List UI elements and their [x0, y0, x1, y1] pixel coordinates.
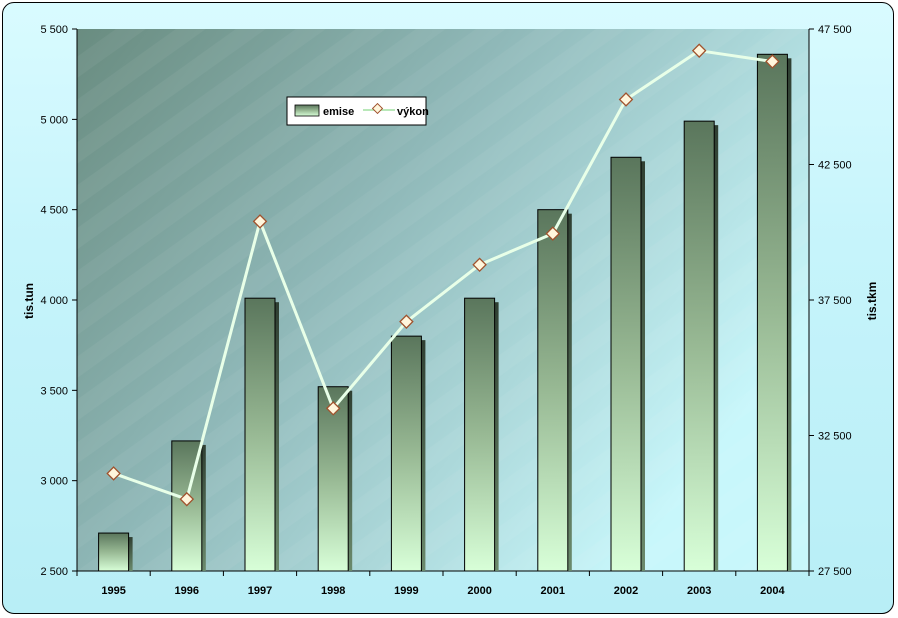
bar-emise-2000: [464, 297, 496, 572]
background-band: [3, 29, 146, 571]
background-band: [3, 29, 626, 571]
x-tick-label: 1995: [101, 585, 125, 597]
right-tick-label: 42 500: [818, 160, 852, 172]
x-tick-label: 1997: [248, 585, 272, 597]
legend-marker-vykon: [371, 102, 384, 115]
left-tick-label: 2 500: [40, 566, 68, 578]
bar-emise-2002: [610, 156, 642, 572]
background-band: [3, 29, 266, 571]
x-tick-label: 1999: [394, 585, 418, 597]
legend-label-vykon: výkon: [397, 106, 429, 118]
background-band: [3, 29, 206, 571]
x-tick-label: 2001: [541, 585, 565, 597]
x-tick-label: 2003: [687, 585, 711, 597]
point-vykon-1999: [399, 314, 414, 329]
bar-emise-1997: [244, 297, 276, 572]
point-vykon-2003: [691, 43, 707, 58]
left-tick-label: 5 000: [40, 114, 68, 126]
x-tick-label: 2004: [760, 585, 785, 597]
bar-series: [98, 53, 792, 572]
legend-label-emise: emise: [323, 106, 354, 118]
right-axis-ticks: 27 500 32 500 37 500 42 500 47 500: [809, 24, 852, 578]
point-vykon-1998: [325, 401, 341, 416]
background-band: [3, 29, 386, 571]
left-tick-label: 5 500: [40, 24, 68, 36]
bar-emise-2001: [537, 209, 569, 572]
legend-swatch-emise: [294, 104, 320, 117]
legend: emise výkon: [286, 96, 429, 126]
point-vykon-2004: [765, 54, 780, 69]
bar-emise-1999: [390, 335, 422, 572]
background-band: [3, 29, 746, 571]
point-vykon-1995: [106, 466, 121, 481]
background-band: [497, 29, 894, 571]
background-band: [3, 29, 686, 571]
left-axis-label: tis.tun: [22, 283, 36, 319]
x-tick-label: 1998: [321, 585, 345, 597]
bar-emise-2003: [683, 120, 715, 572]
x-tick-label: 2000: [467, 585, 491, 597]
point-vykon-2000: [472, 257, 487, 273]
right-axis-label: tis.tkm: [865, 282, 879, 321]
right-tick-label: 37 500: [818, 295, 852, 307]
point-vykon-1997: [252, 214, 268, 229]
right-tick-label: 32 500: [818, 431, 852, 443]
background-band: [3, 29, 446, 571]
point-vykon-2002: [618, 92, 634, 107]
x-tick-label: 2002: [614, 585, 638, 597]
background-band: [3, 29, 326, 571]
x-axis-ticks: 1995 1996 1997 1998 1999 2000 2001 2002 2003 2004: [76, 571, 810, 597]
point-vykon-2001: [545, 226, 561, 241]
chart-svg: 2 500 3 000 3 500 4 000 4 500 5 000 5 500 27 5…: [3, 24, 894, 597]
background-band: [3, 29, 566, 571]
bar-emise-1998: [317, 386, 349, 572]
background-band: [797, 29, 894, 571]
left-axis-ticks: 2 500 3 000 3 500 4 000 4 500 5 000 5 500: [40, 24, 77, 578]
bar-emise-1995: [98, 532, 130, 572]
left-tick-label: 4 000: [40, 295, 68, 307]
left-tick-label: 4 500: [40, 205, 68, 217]
bar-emise-2004: [756, 53, 788, 572]
left-tick-label: 3 500: [40, 385, 68, 397]
right-tick-label: 27 500: [818, 566, 852, 578]
line-vykon: [113, 49, 773, 501]
right-tick-label: 47 500: [818, 24, 852, 36]
left-tick-label: 3 000: [40, 476, 68, 488]
x-tick-label: 1996: [175, 585, 199, 597]
point-vykon-1996: [179, 491, 195, 507]
line-series: [106, 43, 780, 507]
